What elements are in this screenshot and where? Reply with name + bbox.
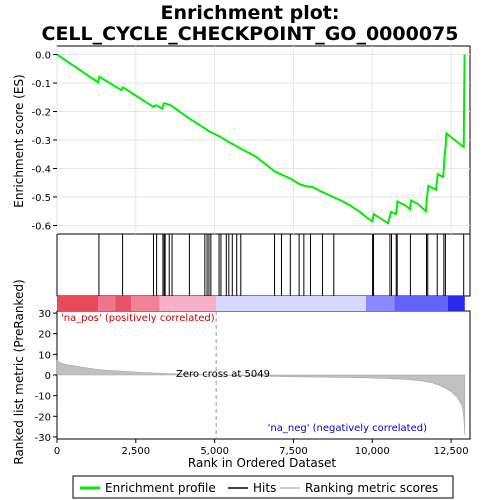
es-y-tick-label: -0.4 bbox=[31, 164, 51, 175]
rank-bar-segment bbox=[365, 296, 395, 311]
es-y-tick-label: -0.5 bbox=[31, 193, 51, 204]
es-y-axis-label: Enrichment score (ES) bbox=[12, 74, 26, 207]
zero-cross-label: Zero cross at 5049 bbox=[176, 369, 270, 380]
es-y-tick-label: -0.6 bbox=[31, 221, 51, 232]
x-tick-label: 7,500 bbox=[279, 446, 308, 457]
metric-y-axis-label: Ranked list metric (PreRanked) bbox=[12, 279, 26, 464]
metric-y-tick-label: -10 bbox=[35, 392, 51, 403]
rank-bar-segment bbox=[159, 296, 217, 311]
metric-y-tick-label: 0 bbox=[45, 371, 51, 382]
legend-ranking-label: Ranking metric scores bbox=[305, 481, 438, 495]
metric-y-tick-label: 20 bbox=[38, 330, 51, 341]
x-tick-label: 10,000 bbox=[355, 446, 390, 457]
rank-bar-segment bbox=[131, 296, 160, 311]
rank-bar-segment bbox=[447, 296, 465, 311]
rank-bar-segment bbox=[57, 296, 98, 311]
x-tick-label: 0 bbox=[54, 446, 60, 457]
rank-bar-segment bbox=[216, 296, 366, 311]
positive-correlation-label: 'na_pos' (positively correlated) bbox=[61, 313, 215, 324]
legend-box bbox=[72, 475, 454, 499]
enrichment-profile-line bbox=[56, 53, 466, 225]
chart-title-line1: Enrichment plot: bbox=[161, 2, 340, 24]
negative-correlation-label: 'na_neg' (negatively correlated) bbox=[268, 423, 427, 434]
metric-y-tick-label: -30 bbox=[35, 433, 51, 444]
metric-y-tick-label: -20 bbox=[35, 412, 51, 423]
rank-bar-segment bbox=[115, 296, 132, 311]
es-y-tick-label: -0.3 bbox=[31, 136, 51, 147]
es-y-tick-label: -0.1 bbox=[31, 79, 51, 90]
hits-panel-frame bbox=[56, 233, 471, 297]
rank-bar-segment bbox=[394, 296, 448, 311]
legend-hits-label: Hits bbox=[253, 481, 276, 495]
x-tick-label: 2,500 bbox=[121, 446, 150, 457]
metric-y-tick-label: 10 bbox=[38, 350, 51, 361]
es-y-tick-label: -0.2 bbox=[31, 108, 51, 119]
rank-bar-segment bbox=[97, 296, 116, 311]
es-y-tick-label: 0.0 bbox=[35, 51, 51, 62]
legend-enrichment-label: Enrichment profile bbox=[105, 481, 216, 495]
ranking-metric-area bbox=[56, 359, 466, 435]
chart-title-line2: CELL_CYCLE_CHECKPOINT_GO_0000075 bbox=[42, 23, 459, 45]
x-axis-label: Rank in Ordered Dataset bbox=[188, 456, 336, 470]
metric-y-tick-label: 30 bbox=[38, 309, 51, 320]
x-tick-label: 5,000 bbox=[200, 446, 229, 457]
x-tick-label: 12,500 bbox=[434, 446, 469, 457]
